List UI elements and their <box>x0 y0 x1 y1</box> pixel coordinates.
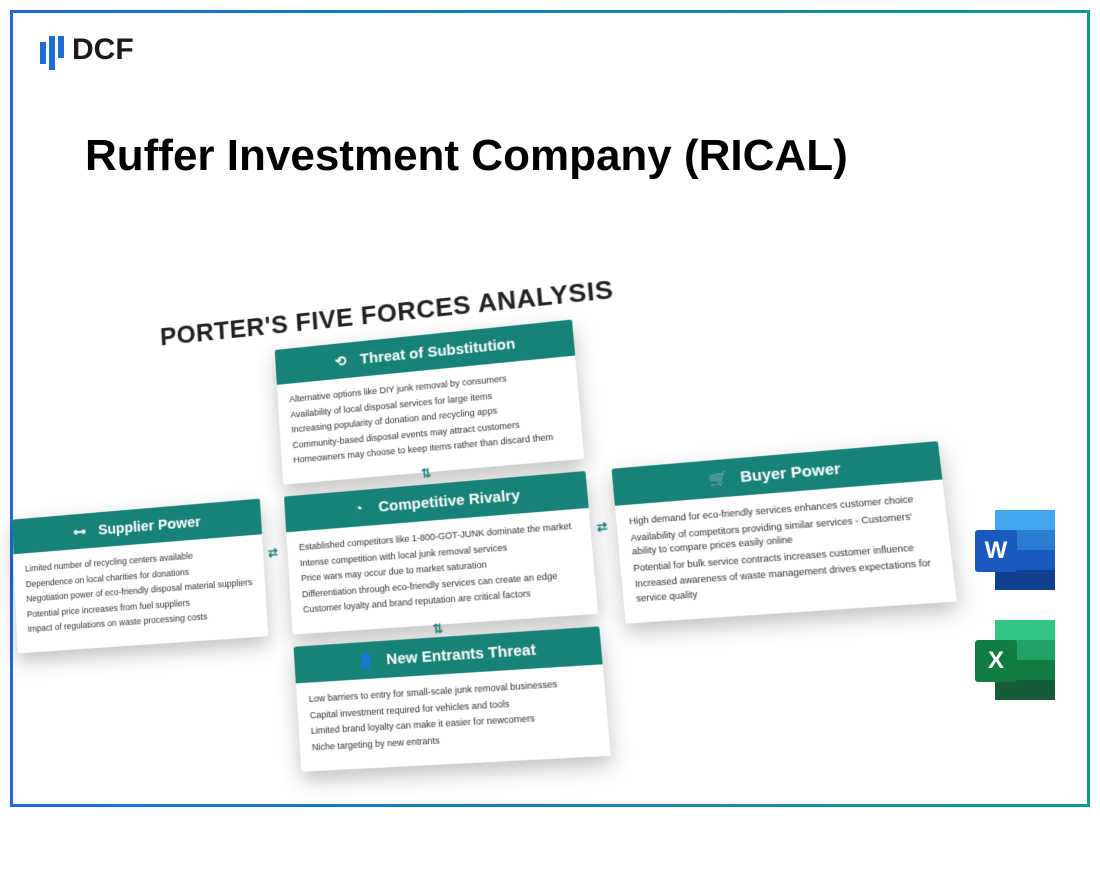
excel-icon[interactable]: X <box>975 620 1055 700</box>
logo-bars-icon <box>40 30 64 70</box>
card-title: Supplier Power <box>98 513 201 538</box>
refresh-icon: ⟲ <box>330 350 351 371</box>
force-substitution: ⟲ Threat of Substitution Alternative opt… <box>275 320 585 485</box>
app-icons-group: W X <box>975 510 1055 700</box>
connector-arrows-icon: ⇄ <box>596 519 608 534</box>
card-body: High demand for eco-friendly services en… <box>615 479 957 623</box>
person-icon: 👤 <box>356 650 377 672</box>
word-icon[interactable]: W <box>975 510 1055 590</box>
force-rivalry: ◔ Competitive Rivalry Established compet… <box>284 471 598 634</box>
link-icon: ⊶ <box>70 521 89 542</box>
five-forces-diagram: PORTER'S FIVE FORCES ANALYSIS ⟲ Threat o… <box>5 243 963 843</box>
force-entrants: 👤 New Entrants Threat Low barriers to en… <box>294 626 611 771</box>
card-title: New Entrants Threat <box>386 641 537 668</box>
force-buyer: 🛒 Buyer Power High demand for eco-friend… <box>612 441 957 623</box>
force-supplier: ⊶ Supplier Power Limited number of recyc… <box>12 499 268 653</box>
word-badge: W <box>975 530 1017 572</box>
connector-arrows-icon: ⇄ <box>268 545 279 560</box>
brand-logo: DCF <box>40 30 134 70</box>
connector-arrows-icon: ⇅ <box>421 466 432 481</box>
page-title: Ruffer Investment Company (RICAL) <box>85 130 848 183</box>
pie-icon: ◔ <box>348 498 369 520</box>
card-title: Threat of Substitution <box>359 335 515 367</box>
card-title: Competitive Rivalry <box>378 486 521 515</box>
card-body: Low barriers to entry for small-scale ju… <box>296 664 611 771</box>
connector-arrows-icon: ⇅ <box>432 621 443 636</box>
card-title: Buyer Power <box>739 460 841 486</box>
brand-name: DCF <box>72 33 134 67</box>
cart-icon: 🛒 <box>707 467 731 490</box>
excel-badge: X <box>975 640 1017 682</box>
card-body: Limited number of recycling centers avai… <box>14 534 269 653</box>
